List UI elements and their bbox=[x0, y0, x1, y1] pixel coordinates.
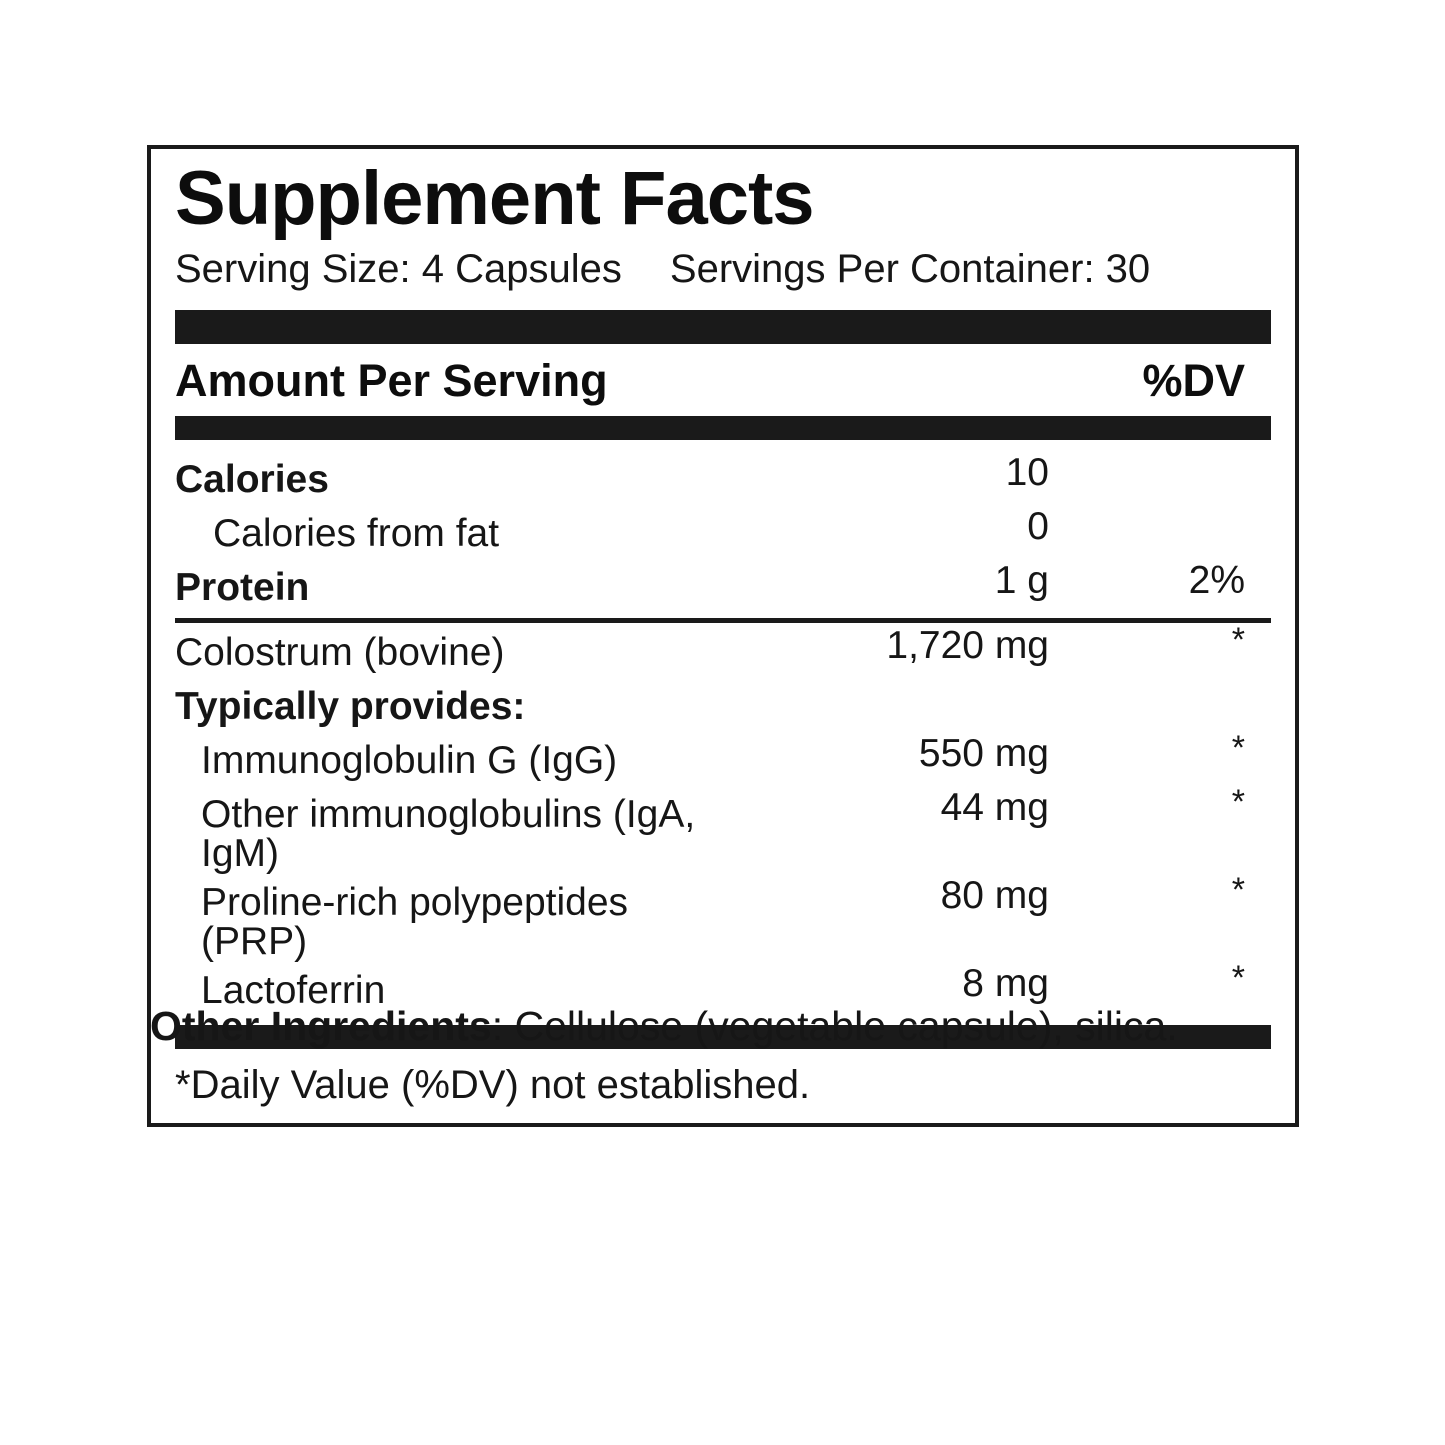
nutrient-dv: 2% bbox=[1188, 559, 1245, 603]
nutrient-row-typically-provides: Typically provides: bbox=[175, 677, 1271, 731]
supplement-facts-panel: Supplement Facts Serving Size: 4 Capsule… bbox=[147, 145, 1299, 1128]
divider-bar-top bbox=[175, 310, 1271, 345]
divider-bar-bottom bbox=[175, 1025, 1271, 1050]
nutrient-row-colostrum: Colostrum (bovine) 1,720 mg * bbox=[175, 623, 1271, 677]
nutrient-row-prp: Proline-rich polypeptides (PRP) 80 mg * bbox=[175, 873, 1271, 961]
serving-size: Serving Size: 4 Capsules bbox=[175, 247, 622, 292]
nutrient-row-lactoferrin: Lactoferrin 8 mg * bbox=[175, 961, 1271, 1015]
amount-per-serving-label: Amount Per Serving bbox=[175, 355, 608, 407]
divider-bar-header bbox=[175, 416, 1271, 441]
nutrient-amount: 550 mg bbox=[918, 732, 1049, 776]
servings-per-container: Servings Per Container: 30 bbox=[669, 247, 1151, 292]
nutrient-dv: * bbox=[1231, 729, 1245, 768]
nutrient-name: Other immunoglobulins (IgA, IgM) bbox=[201, 793, 696, 876]
nutrient-name: Immunoglobulin G (IgG) bbox=[201, 739, 618, 783]
nutrient-amount: 8 mg bbox=[962, 962, 1049, 1006]
nutrient-row-calories: Calories 10 bbox=[175, 450, 1271, 504]
nutrient-dv: * bbox=[1231, 783, 1245, 822]
nutrient-name: Calories from fat bbox=[213, 512, 500, 556]
nutrient-row-igg: Immunoglobulin G (IgG) 550 mg * bbox=[175, 731, 1271, 785]
nutrient-row-calories-from-fat: Calories from fat 0 bbox=[175, 504, 1271, 558]
amount-per-serving-header: Amount Per Serving %DV bbox=[175, 354, 1271, 408]
nutrient-amount: 44 mg bbox=[940, 786, 1049, 830]
serving-info: Serving Size: 4 Capsules Servings Per Co… bbox=[175, 244, 1271, 294]
nutrient-row-protein: Protein 1 g 2% bbox=[175, 558, 1271, 612]
nutrient-dv: * bbox=[1231, 621, 1245, 660]
nutrient-name: Protein bbox=[175, 566, 310, 610]
nutrient-name: Typically provides: bbox=[175, 685, 526, 729]
nutrient-dv: * bbox=[1231, 959, 1245, 998]
nutrient-name: Lactoferrin bbox=[201, 969, 386, 1013]
dv-footnote: *Daily Value (%DV) not established. bbox=[175, 1063, 811, 1108]
nutrient-dv: * bbox=[1231, 871, 1245, 910]
nutrient-amount: 1 g bbox=[994, 559, 1049, 603]
nutrient-amount: 10 bbox=[1005, 451, 1049, 495]
nutrient-row-other-immunoglobulins: Other immunoglobulins (IgA, IgM) 44 mg * bbox=[175, 785, 1271, 873]
nutrient-name: Calories bbox=[175, 458, 329, 502]
nutrient-rows: Calories 10 Calories from fat 0 Protein … bbox=[175, 450, 1271, 1015]
other-ingredients-line: Other Ingredients: Cellulose (vegetable … bbox=[150, 1002, 1390, 1051]
other-ingredients-text: : Cellulose (vegetable capsule), silica. bbox=[491, 1003, 1178, 1049]
nutrient-name: Proline-rich polypeptides (PRP) bbox=[201, 881, 629, 964]
nutrient-amount: 80 mg bbox=[940, 874, 1049, 918]
percent-dv-label: %DV bbox=[1142, 355, 1245, 407]
nutrient-name: Colostrum (bovine) bbox=[175, 631, 505, 675]
nutrient-amount: 0 bbox=[1027, 505, 1049, 549]
panel-title: Supplement Facts bbox=[175, 156, 815, 241]
protein-divider-rule bbox=[175, 618, 1271, 624]
other-ingredients-label: Other Ingredients bbox=[150, 1003, 492, 1049]
nutrient-amount: 1,720 mg bbox=[886, 624, 1049, 668]
